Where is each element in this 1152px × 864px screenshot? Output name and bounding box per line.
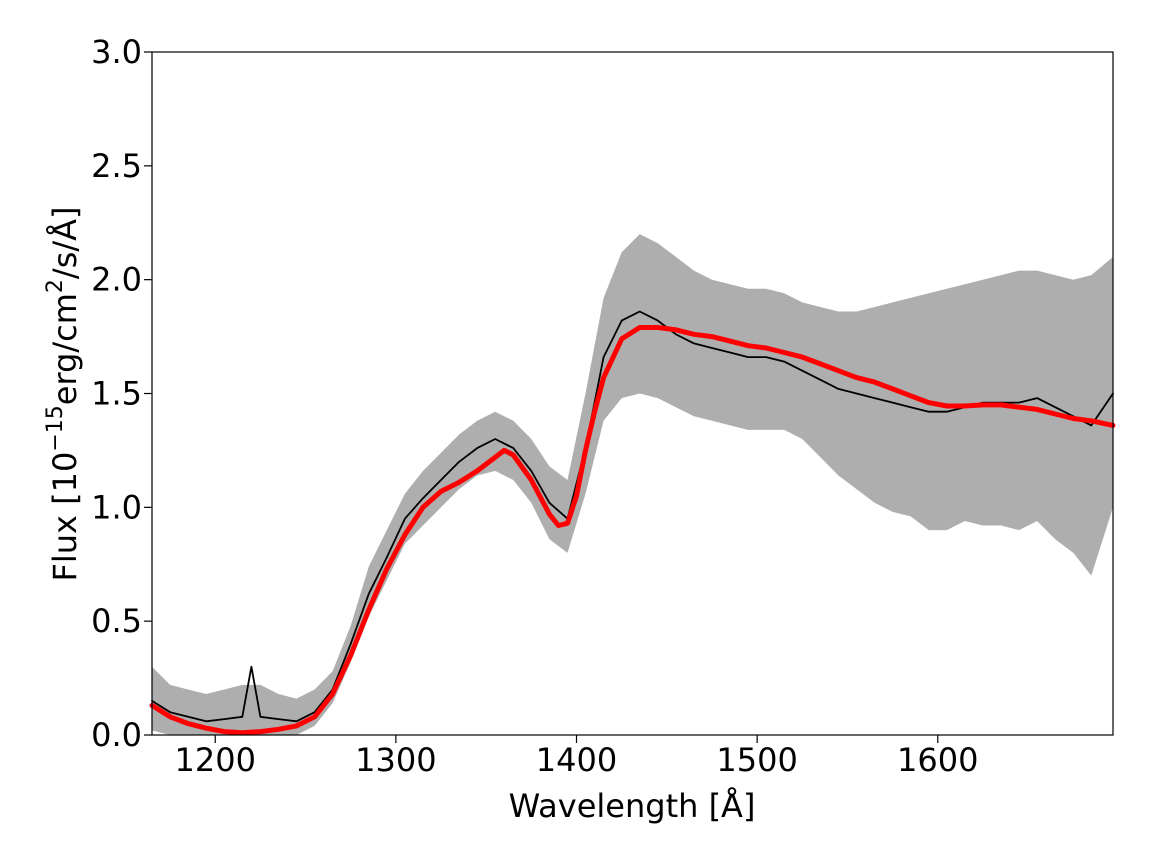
y-tick-label: 3.0 [91, 33, 142, 71]
y-tick-label: 2.5 [91, 147, 142, 185]
y-axis-label: Flux [10−15erg/cm2/s/Å] [43, 206, 84, 581]
data-layer [149, 234, 1116, 736]
y-axis-label-units-exponent: 2 [43, 279, 68, 293]
y-tick-label: 1.0 [91, 488, 142, 526]
y-axis-label-suffix: /s/Å] [46, 206, 84, 279]
ticks-layer: 1200 1300 1400 1500 1600 0.0 0.5 1.0 1.5 2.0 2.5 3.… [91, 33, 978, 779]
x-tick-label: 1400 [536, 741, 617, 779]
observed-spectrum-uncertainty-band [152, 234, 1113, 735]
y-axis-label-prefix: Flux [10 [46, 452, 84, 582]
y-axis-label-units: erg/cm [46, 293, 84, 405]
y-tick-label: 2.0 [91, 261, 142, 299]
x-tick-label: 1200 [175, 741, 256, 779]
y-tick-label: 0.0 [91, 716, 142, 754]
observed-spectrum-line [151, 310, 1114, 723]
x-tick-label: 1600 [897, 741, 978, 779]
x-tick-label: 1300 [355, 741, 436, 779]
y-axis-label-exponent: −15 [43, 405, 68, 451]
y-tick-label: 1.5 [91, 375, 142, 413]
y-tick-label: 0.5 [91, 602, 142, 640]
model-fit-line [149, 325, 1116, 736]
x-tick-label: 1500 [716, 741, 797, 779]
x-axis-label: Wavelength [Å] [509, 787, 756, 825]
